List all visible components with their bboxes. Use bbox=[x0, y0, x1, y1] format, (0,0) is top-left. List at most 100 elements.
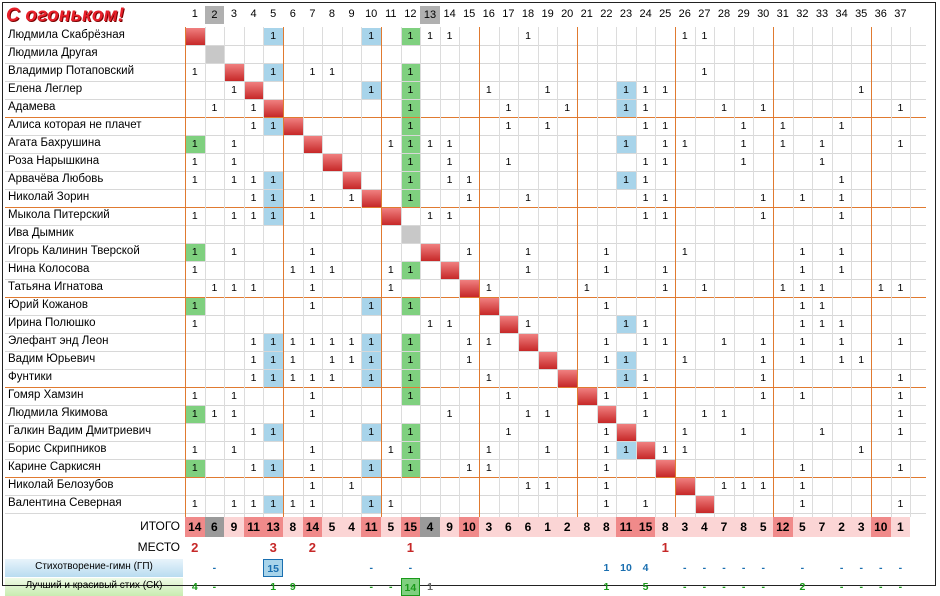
row-divider bbox=[5, 99, 926, 100]
summary-cell-mesto bbox=[891, 538, 911, 558]
column-header: 2 bbox=[204, 6, 225, 24]
vote-cell: 1 bbox=[544, 120, 551, 132]
vote-cell: 1 bbox=[799, 318, 806, 330]
summary-cell-sk: - bbox=[389, 581, 393, 593]
summary-cell-mesto bbox=[695, 538, 715, 558]
column-header: 5 bbox=[270, 8, 277, 20]
summary-cell-mesto bbox=[342, 538, 362, 558]
row-divider bbox=[5, 441, 926, 442]
vote-cell: 1 bbox=[211, 102, 218, 114]
row-divider bbox=[5, 477, 926, 478]
vote-cell: 1 bbox=[485, 372, 492, 384]
row-name: Агата Бахрушина bbox=[8, 137, 101, 149]
vote-cell: 1 bbox=[779, 282, 786, 294]
vote-cell: 1 bbox=[263, 190, 283, 207]
vote-cell: 1 bbox=[505, 156, 512, 168]
summary-cell-itogo: 4 bbox=[694, 517, 715, 537]
column-header: 22 bbox=[600, 8, 613, 20]
column-header: 34 bbox=[835, 8, 848, 20]
vote-cell: 1 bbox=[191, 264, 198, 276]
self-cell bbox=[655, 460, 675, 477]
vote-cell: 1 bbox=[897, 462, 904, 474]
summary-cell-gp: 4 bbox=[642, 562, 649, 574]
summary-cell-itogo: 5 bbox=[322, 517, 342, 537]
vote-cell: 1 bbox=[740, 426, 747, 438]
row-divider bbox=[5, 297, 926, 298]
self-cell bbox=[498, 316, 519, 333]
row-name: Галкин Вадим Дмитриевич bbox=[8, 425, 152, 437]
row-name: Ива Дымник bbox=[8, 227, 74, 239]
self-cell bbox=[185, 28, 205, 45]
vote-cell: 1 bbox=[400, 118, 421, 135]
vote-cell: 1 bbox=[616, 100, 636, 117]
vote-cell: 1 bbox=[642, 498, 649, 510]
row-name: Людмила Скабрёзная bbox=[8, 29, 125, 41]
vote-cell: 1 bbox=[799, 246, 806, 258]
summary-cell-sk bbox=[538, 578, 558, 596]
vote-cell: 1 bbox=[289, 354, 296, 366]
vote-cell: 1 bbox=[231, 138, 237, 150]
vote-cell: 1 bbox=[681, 444, 688, 456]
row-name: Нина Колосова bbox=[8, 263, 90, 275]
vote-cell: 1 bbox=[400, 334, 421, 351]
summary-cell-sk bbox=[459, 578, 479, 596]
vote-cell: 1 bbox=[329, 264, 335, 276]
self-cell bbox=[616, 424, 636, 441]
row-name: Николай Белозубов bbox=[8, 479, 114, 491]
column-divider bbox=[714, 27, 716, 517]
vote-cell: 1 bbox=[662, 120, 669, 132]
vote-cell: 1 bbox=[819, 138, 825, 150]
vote-cell: 1 bbox=[289, 372, 296, 384]
summary-cell-gp: - bbox=[741, 562, 746, 574]
summary-cell-mesto bbox=[616, 538, 636, 558]
vote-cell: 1 bbox=[760, 372, 767, 384]
vote-cell: 1 bbox=[662, 192, 669, 204]
summary-cell-itogo: 2 bbox=[831, 517, 852, 537]
vote-cell: 1 bbox=[263, 28, 283, 45]
column-divider bbox=[812, 27, 814, 517]
column-header: 7 bbox=[309, 8, 316, 20]
row-divider bbox=[5, 279, 926, 280]
summary-cell-sk bbox=[440, 578, 460, 596]
summary-cell-mesto bbox=[832, 538, 852, 558]
summary-cell-itogo: 6 bbox=[204, 517, 225, 537]
vote-cell: 1 bbox=[799, 264, 806, 276]
summary-cell-sk: - bbox=[722, 581, 726, 593]
vote-cell: 1 bbox=[263, 424, 283, 441]
vote-cell: 1 bbox=[662, 264, 669, 276]
column-divider bbox=[851, 27, 853, 517]
vote-cell: 1 bbox=[250, 462, 257, 474]
vote-cell: 1 bbox=[446, 138, 453, 150]
summary-cell-gp bbox=[420, 559, 440, 577]
row-name: Валентина Северная bbox=[8, 497, 122, 509]
vote-cell: 1 bbox=[250, 174, 257, 186]
vote-cell: 1 bbox=[309, 390, 316, 402]
summary-cell-itogo: 15 bbox=[635, 517, 656, 537]
vote-cell: 1 bbox=[564, 102, 571, 114]
vote-cell: 1 bbox=[400, 190, 421, 207]
vote-cell: 1 bbox=[400, 28, 421, 45]
row-name: Ирина Полюшко bbox=[8, 317, 96, 329]
vote-cell: 1 bbox=[603, 426, 610, 438]
vote-cell: 1 bbox=[505, 390, 512, 402]
summary-cell-gp bbox=[322, 559, 342, 577]
vote-cell: 1 bbox=[466, 246, 473, 258]
vote-cell: 1 bbox=[838, 174, 845, 186]
vote-cell: 1 bbox=[897, 138, 904, 150]
summary-cell-itogo: 5 bbox=[792, 517, 813, 537]
self-cell bbox=[537, 352, 558, 369]
vote-cell: 1 bbox=[485, 444, 492, 456]
vote-cell: 1 bbox=[760, 354, 767, 366]
column-divider bbox=[400, 27, 402, 517]
vote-cell: 1 bbox=[838, 120, 845, 132]
vote-cell: 1 bbox=[662, 336, 669, 348]
vote-cell: 1 bbox=[309, 66, 316, 78]
vote-cell: 1 bbox=[740, 480, 747, 492]
vote-cell: 1 bbox=[446, 408, 453, 420]
vote-cell: 1 bbox=[361, 298, 381, 315]
summary-cell-sk: 14 bbox=[400, 578, 421, 596]
row-name: Владимир Потаповский bbox=[8, 65, 135, 77]
self-cell bbox=[263, 100, 283, 117]
column-divider bbox=[910, 27, 912, 517]
self-cell bbox=[479, 298, 499, 315]
